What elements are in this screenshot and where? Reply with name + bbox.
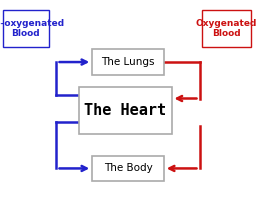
- Text: The Lungs: The Lungs: [101, 57, 155, 67]
- Bar: [202, 10, 251, 47]
- Text: De-oxygenated
Blood: De-oxygenated Blood: [0, 19, 64, 38]
- Bar: [92, 156, 164, 181]
- Bar: [92, 49, 164, 75]
- Text: The Heart: The Heart: [84, 103, 166, 118]
- Text: Oxygenated
Blood: Oxygenated Blood: [196, 19, 256, 38]
- Bar: [79, 87, 172, 134]
- Text: The Body: The Body: [104, 164, 152, 173]
- Bar: [3, 10, 49, 47]
